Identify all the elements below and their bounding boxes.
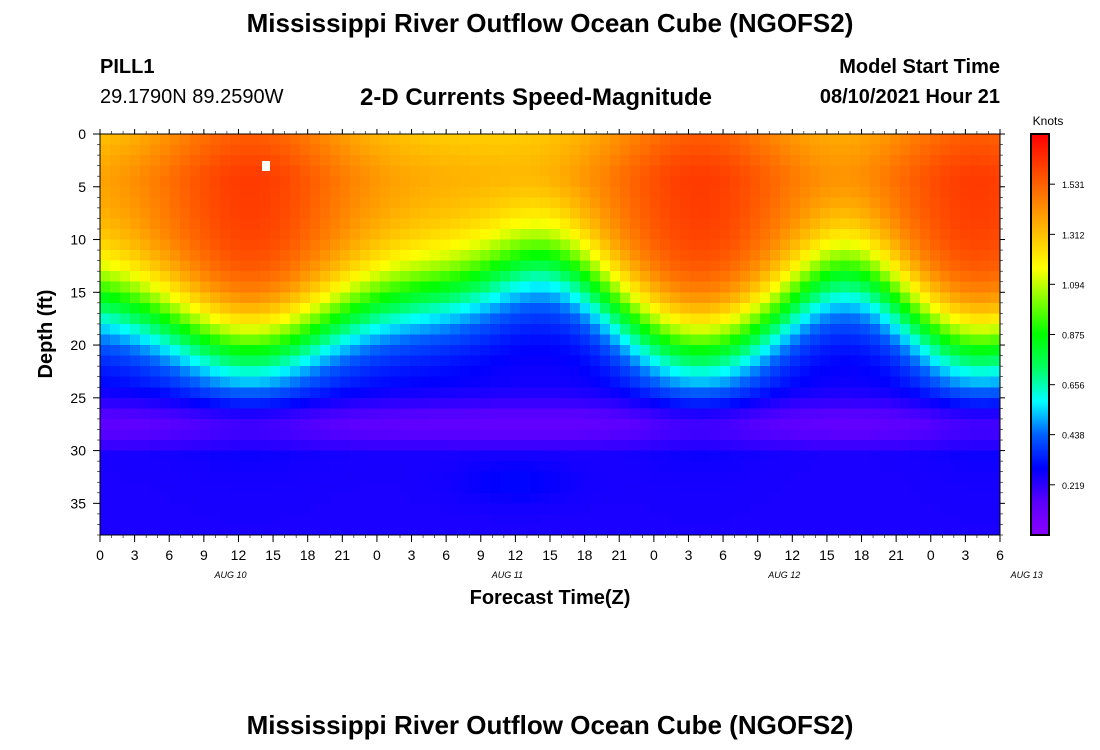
x-tick-label: 9 [754,547,762,563]
x-tick-label: 18 [854,547,870,563]
model-start-label: Model Start Time [839,56,1000,78]
y-tick-label: 10 [70,232,86,248]
x-tick-label: 9 [477,547,485,563]
x-tick-label: 3 [961,547,969,563]
x-tick-label: 6 [996,547,1004,563]
date-label: AUG 11 [491,570,523,580]
y-tick-label: 25 [70,390,86,406]
station-name: PILL1 [100,56,155,78]
x-tick-label: 18 [577,547,593,563]
model-start-value: 08/10/2021 Hour 21 [819,86,1000,108]
bottom-title: Mississippi River Outflow Ocean Cube (NG… [246,710,854,740]
colorbar-ticks: 1.531 1.312 1.094 0.875 0.656 0.438 0.219 [1049,180,1085,491]
y-tick-label: 35 [70,495,86,511]
colorbar-label: Knots [1033,114,1064,128]
x-axis: 0 3 6 9 12 15 18 21 0 3 6 9 12 15 18 21 0 3 6 9 12 15 18 21 0 3 6 [96,129,1004,563]
y-tick-label: 15 [70,284,86,300]
heatmap-image [100,134,1000,535]
colorbar-tick-label: 1.531 [1062,180,1085,190]
x-tick-label: 9 [200,547,208,563]
x-tick-label: 21 [335,547,351,563]
x-tick-label: 0 [650,547,658,563]
x-tick-label: 21 [611,547,627,563]
chart: 0 3 6 9 12 15 18 21 0 3 6 9 12 15 18 21 0 3 6 9 12 15 18 21 0 3 6 … [35,114,1085,609]
x-tick-label: 0 [927,547,935,563]
x-tick-label: 3 [685,547,693,563]
x-axis-label: Forecast Time(Z) [470,587,631,609]
x-tick-label: 3 [131,547,139,563]
colorbar-tick-label: 0.219 [1062,481,1085,491]
colorbar-tick-label: 0.438 [1062,431,1085,441]
x-tick-label: 15 [542,547,558,563]
colorbar-tick-label: 0.656 [1062,381,1085,391]
station-coords: 29.1790N 89.2590W [100,86,284,108]
y-tick-label: 20 [70,337,86,353]
x-tick-label: 12 [231,547,247,563]
y-tick-label: 0 [78,126,86,142]
colorbar-tick-label: 1.094 [1062,280,1085,290]
date-label: AUG 12 [767,570,800,580]
x-tick-label: 12 [785,547,801,563]
x-tick-label: 6 [165,547,173,563]
top-title: Mississippi River Outflow Ocean Cube (NG… [246,8,854,38]
x-tick-label: 12 [508,547,524,563]
x-tick-label: 6 [442,547,450,563]
x-tick-label: 6 [719,547,727,563]
x-tick-label: 0 [373,547,381,563]
y-axis: 0 5 10 15 20 25 30 35 [70,126,1005,536]
y-tick-label: 30 [70,443,86,459]
y-axis-label: Depth (ft) [35,290,57,379]
x-tick-label: 0 [96,547,104,563]
colorbar-tick-label: 1.312 [1062,230,1085,240]
x-tick-label: 18 [300,547,316,563]
x-tick-label: 3 [408,547,416,563]
colorbar [1030,133,1050,536]
date-label: AUG 10 [213,570,246,580]
chart-title: 2-D Currents Speed-Magnitude [360,84,713,111]
x-tick-label: 15 [819,547,835,563]
date-labels: AUG 10 AUG 11 AUG 12 AUG 13 [213,570,1042,580]
date-label: AUG 13 [1010,570,1043,580]
x-tick-label: 15 [265,547,281,563]
y-tick-label: 5 [78,179,86,195]
station-marker [262,161,270,171]
x-tick-label: 21 [888,547,904,563]
colorbar-tick-label: 0.875 [1062,331,1085,341]
